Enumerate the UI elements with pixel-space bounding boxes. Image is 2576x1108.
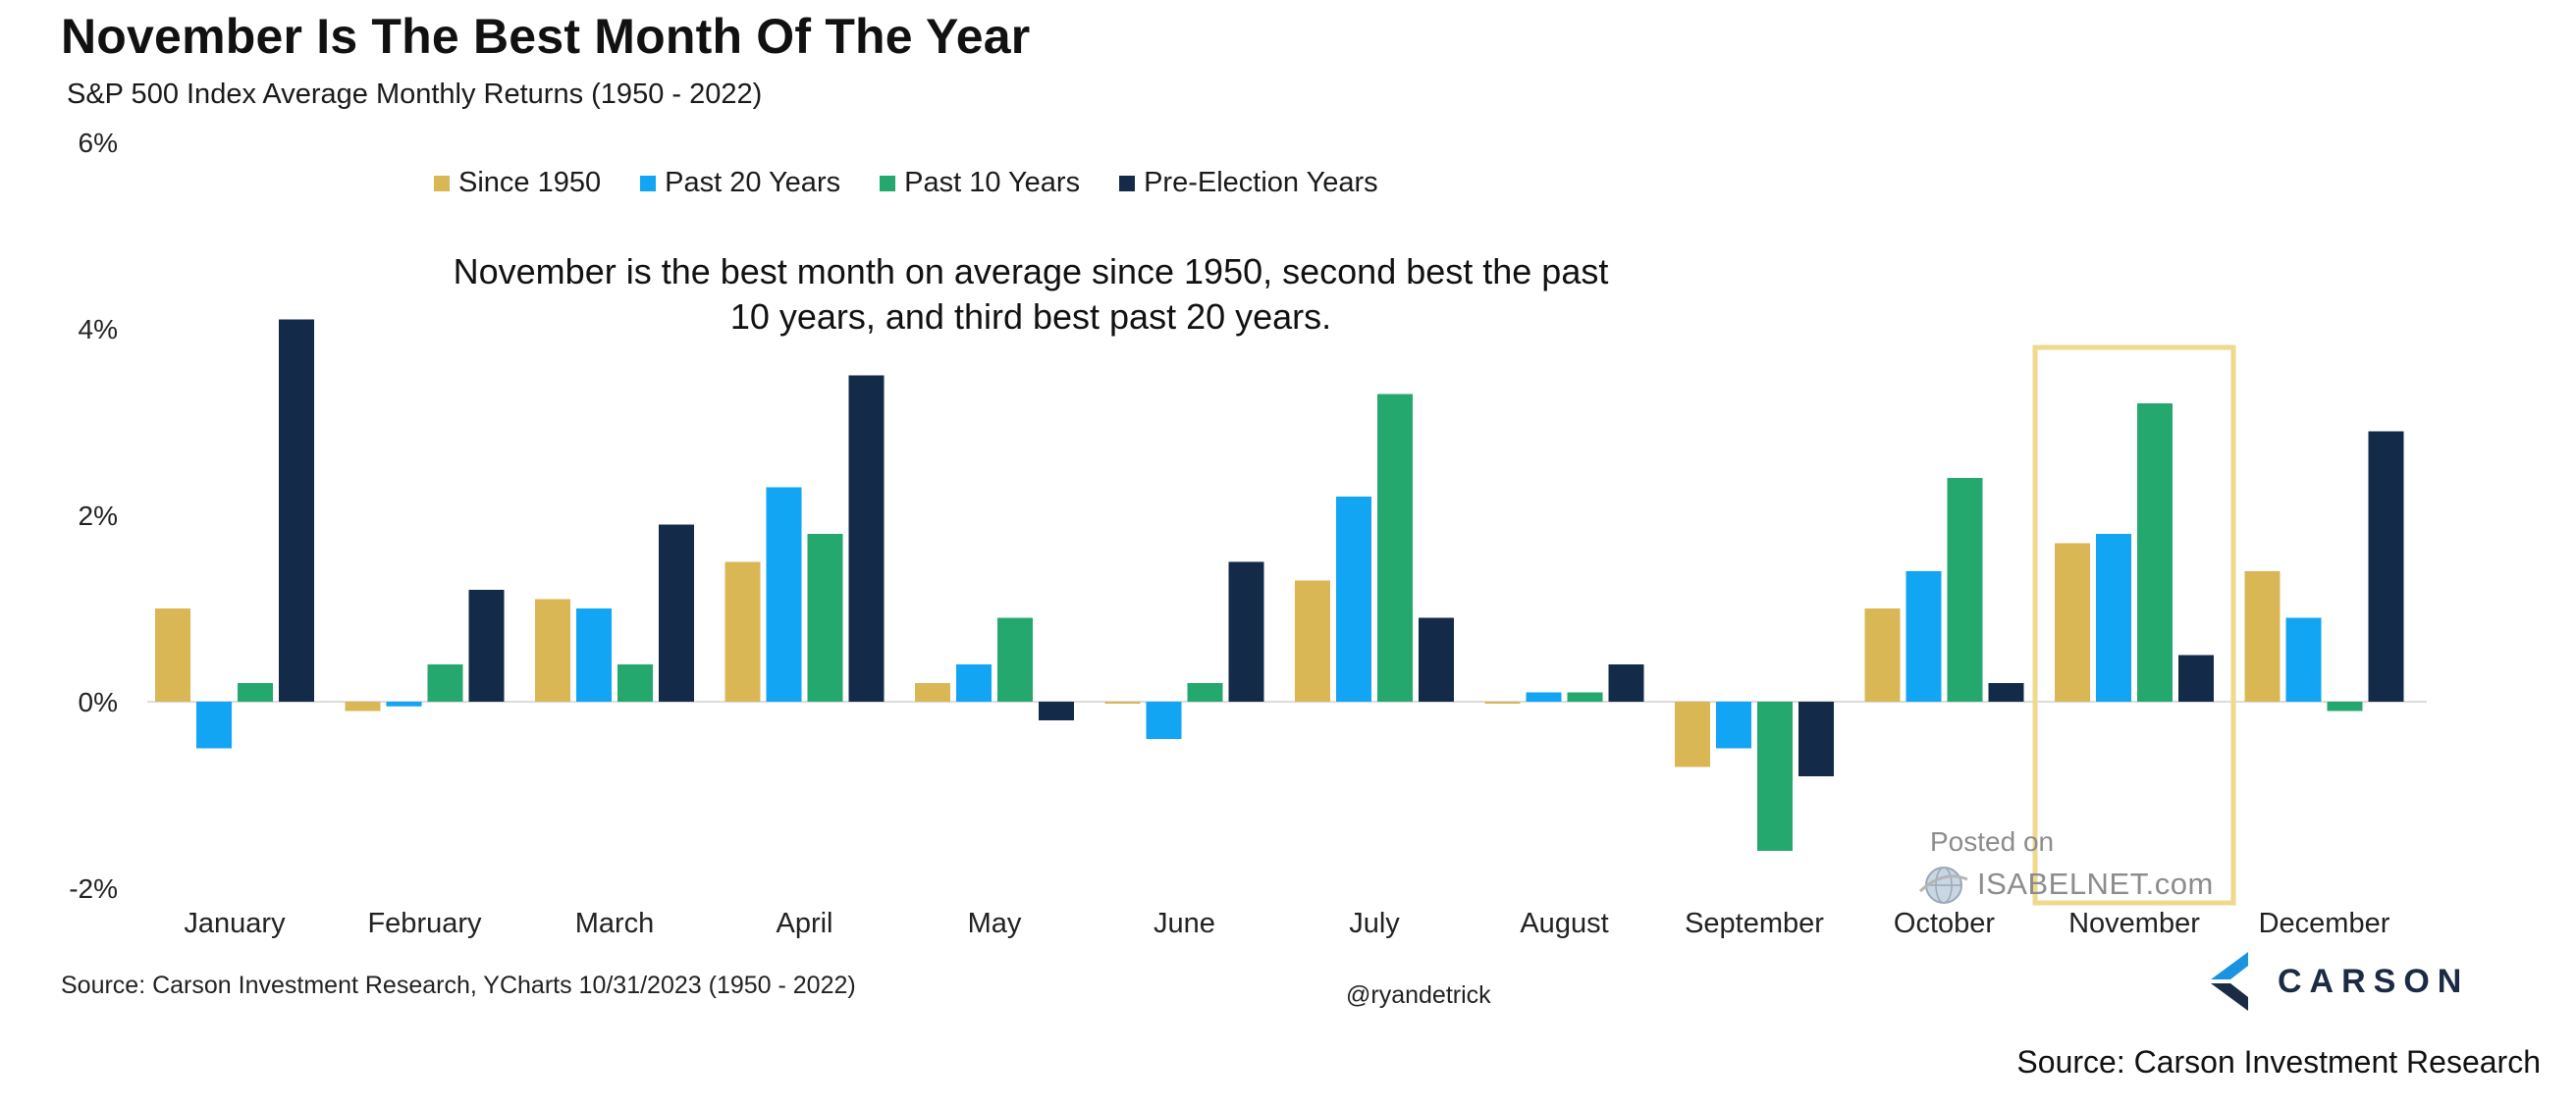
x-tick-label-august: August <box>1520 908 1608 939</box>
y-tick-label: 0% <box>79 687 118 717</box>
legend-label: Past 20 Years <box>665 167 841 198</box>
bar-since-1950-january <box>155 608 190 702</box>
bar-since-1950-june <box>1104 702 1141 704</box>
x-tick-label-january: January <box>184 908 286 939</box>
bar-past-10-years-november <box>2137 403 2173 702</box>
bar-past-20-years-december <box>2285 617 2322 702</box>
x-tick-label-february: February <box>367 908 482 939</box>
bar-past-20-years-june <box>1146 702 1182 739</box>
bar-past-20-years-october <box>1905 571 1942 702</box>
bar-pre-election-years-april <box>848 375 885 702</box>
legend-label: Past 10 Years <box>904 167 1081 198</box>
bar-past-20-years-march <box>576 608 612 702</box>
x-tick-label-april: April <box>776 908 832 939</box>
bar-pre-election-years-march <box>659 524 694 702</box>
bar-past-10-years-may <box>997 617 1033 702</box>
bar-pre-election-years-august <box>1608 664 1644 702</box>
bar-pre-election-years-january <box>279 319 314 702</box>
bar-past-20-years-july <box>1336 497 1371 702</box>
globe-icon <box>1918 867 1968 904</box>
x-tick-label-march: March <box>575 908 655 939</box>
legend-label: Pre-Election Years <box>1144 167 1378 198</box>
carson-logo: CARSON <box>2209 950 2469 1013</box>
x-tick-label-september: September <box>1685 908 1824 939</box>
legend-item-pre-election-years: Pre-Election Years <box>1119 167 1378 199</box>
bar-since-1950-may <box>915 683 950 702</box>
legend-item-past-20-years: Past 20 Years <box>640 167 840 199</box>
bar-since-1950-july <box>1295 580 1330 702</box>
y-tick-label: 6% <box>79 128 118 158</box>
bar-past-10-years-september <box>1757 702 1793 851</box>
bar-past-20-years-may <box>956 664 992 702</box>
legend-swatch <box>880 175 896 191</box>
x-tick-label-may: May <box>968 908 1022 939</box>
bar-past-20-years-february <box>386 702 422 707</box>
highlight-box-november <box>2032 344 2236 906</box>
bar-since-1950-december <box>2244 571 2281 702</box>
bar-past-20-years-january <box>196 702 232 749</box>
legend-swatch <box>1119 175 1136 191</box>
legend-item-since-1950: Since 1950 <box>434 167 601 199</box>
legend-swatch <box>640 175 657 191</box>
bar-since-1950-august <box>1484 702 1521 704</box>
x-tick-label-december: December <box>2259 908 2390 939</box>
author-handle: @ryandetrick <box>1346 981 1491 1009</box>
bar-past-10-years-january <box>238 683 273 702</box>
bar-past-20-years-november <box>2096 534 2131 702</box>
legend-swatch <box>434 175 450 191</box>
bar-since-1950-april <box>724 561 761 702</box>
x-tick-label-october: October <box>1894 908 1995 939</box>
bar-pre-election-years-october <box>1988 683 2024 702</box>
source-line: Source: Carson Investment Research, YCha… <box>61 972 856 999</box>
footer-source: Source: Carson Investment Research <box>2016 1044 2541 1080</box>
bar-past-10-years-december <box>2327 702 2363 712</box>
bar-since-1950-march <box>535 599 570 702</box>
bar-pre-election-years-september <box>1798 702 1834 776</box>
watermark-brand-row: ISABELNET.com <box>1916 862 2214 907</box>
watermark-posted-text: Posted on <box>1930 826 2055 857</box>
bar-pre-election-years-june <box>1228 561 1264 702</box>
bar-past-10-years-february <box>427 664 463 702</box>
bar-pre-election-years-july <box>1419 617 1454 702</box>
x-tick-label-july: July <box>1349 908 1400 939</box>
bar-since-1950-september <box>1675 702 1710 767</box>
bar-past-10-years-october <box>1947 478 1983 702</box>
watermark: Posted on ISABELNET.com <box>1918 826 2214 907</box>
carson-chevron-icon <box>2211 952 2248 1011</box>
bar-since-1950-february <box>345 702 381 712</box>
bar-past-20-years-august <box>1526 692 1562 702</box>
x-tick-label-november: November <box>2068 908 2200 939</box>
bar-past-10-years-march <box>617 664 653 702</box>
bar-pre-election-years-february <box>468 590 505 702</box>
bars-layer <box>155 319 2404 851</box>
x-axis-labels: January February March April May June July Augu… <box>184 908 2389 939</box>
y-axis-ticks: 6% 4% 2% 0% -2% <box>69 128 118 904</box>
bar-since-1950-october <box>1864 608 1901 702</box>
legend: Since 1950 Past 20 Years Past 10 Years Pre-… <box>434 167 1378 199</box>
bar-past-10-years-june <box>1187 683 1223 702</box>
y-tick-label: 4% <box>79 314 118 344</box>
chart-title: November Is The Best Month Of The Year <box>61 9 1031 64</box>
bar-past-10-years-april <box>807 534 843 702</box>
legend-label: Since 1950 <box>458 167 602 198</box>
bar-pre-election-years-november <box>2178 655 2214 702</box>
highlight-layer <box>2032 344 2236 906</box>
legend-item-past-10-years: Past 10 Years <box>880 167 1080 199</box>
bar-past-20-years-september <box>1716 702 1751 749</box>
x-tick-label-june: June <box>1154 908 1215 939</box>
y-tick-label: 2% <box>79 501 118 531</box>
chart-subtitle: S&P 500 Index Average Monthly Returns (1… <box>67 79 763 110</box>
carson-wordmark: CARSON <box>2278 962 2470 1000</box>
bar-past-20-years-april <box>766 487 802 702</box>
bar-past-10-years-july <box>1377 394 1413 702</box>
bar-pre-election-years-december <box>2368 431 2404 702</box>
chart-annotation: November is the best month on average si… <box>453 251 1609 337</box>
bar-pre-election-years-may <box>1039 702 1074 720</box>
bar-past-10-years-august <box>1567 692 1603 702</box>
watermark-brand: ISABELNET.com <box>1977 867 2214 901</box>
y-tick-label: -2% <box>69 873 118 904</box>
bar-since-1950-november <box>2055 543 2090 702</box>
